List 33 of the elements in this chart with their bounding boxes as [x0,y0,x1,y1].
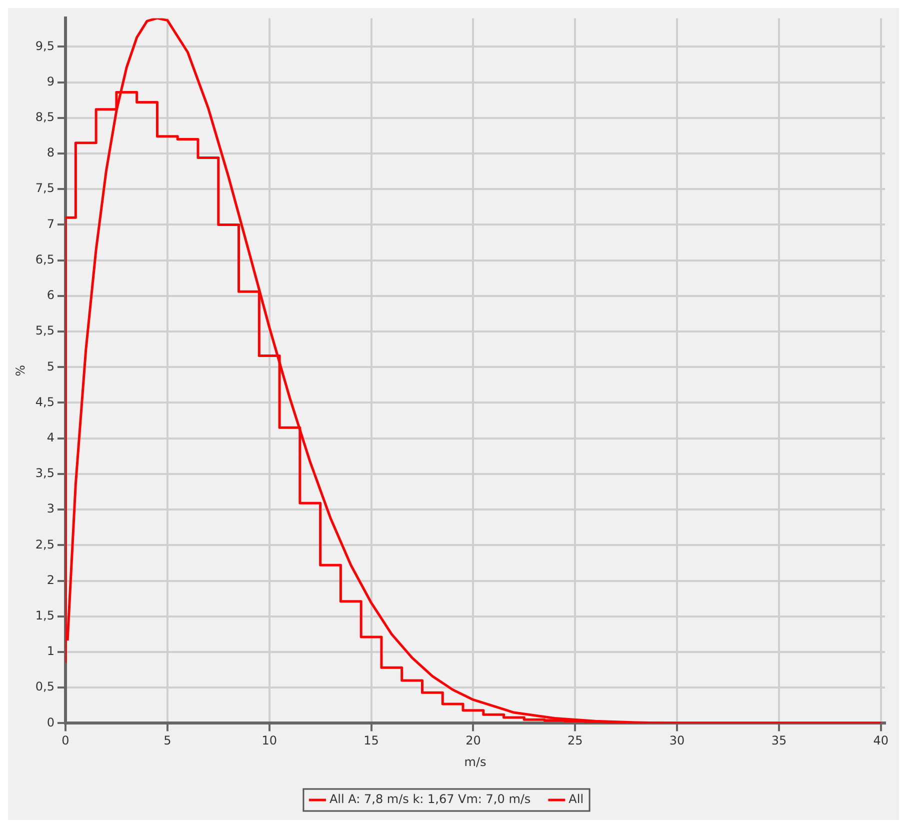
x-tick-label: 40 [873,734,889,748]
y-tick-label: 5 [46,359,54,374]
x-tick-label: 30 [669,734,685,748]
y-tick-label: 5,5 [35,324,54,338]
y-tick-label: 8 [46,146,54,160]
x-tick-label: 25 [567,734,583,748]
y-tick-label: 6,5 [35,252,54,266]
y-tick-label: 1,5 [35,608,54,623]
y-tick-label: 2,5 [35,537,54,552]
y-axis-title: % [13,364,28,376]
y-tick-label: 6 [46,288,54,302]
legend-label: All A: 7,8 m/s k: 1,67 Vm: 7,0 m/s [329,792,531,806]
x-tick-label: 0 [62,734,70,748]
y-tick-label: 8,5 [35,110,54,124]
y-tick-label: 9,5 [35,38,54,53]
y-tick-label: 9 [46,74,54,88]
x-tick-label: 20 [466,734,481,748]
y-tick-label: 0,5 [35,680,54,694]
y-tick-label: 7 [46,216,54,231]
y-tick-label: 1 [46,644,54,658]
y-tick-label: 7,5 [35,181,54,196]
y-tick-label: 4,5 [35,394,54,409]
x-tick-label: 10 [262,734,277,748]
legend-label: All [568,792,584,806]
x-tick-label: 5 [164,734,172,748]
x-tick-label: 35 [771,734,787,748]
x-tick-label: 15 [364,734,379,748]
x-axis-title: m/s [464,754,486,769]
y-tick-label: 3 [46,502,54,516]
y-tick-label: 2 [46,572,54,587]
y-tick-label: 0 [46,715,54,730]
y-tick-label: 4 [46,430,54,444]
y-tick-label: 3,5 [35,466,54,480]
